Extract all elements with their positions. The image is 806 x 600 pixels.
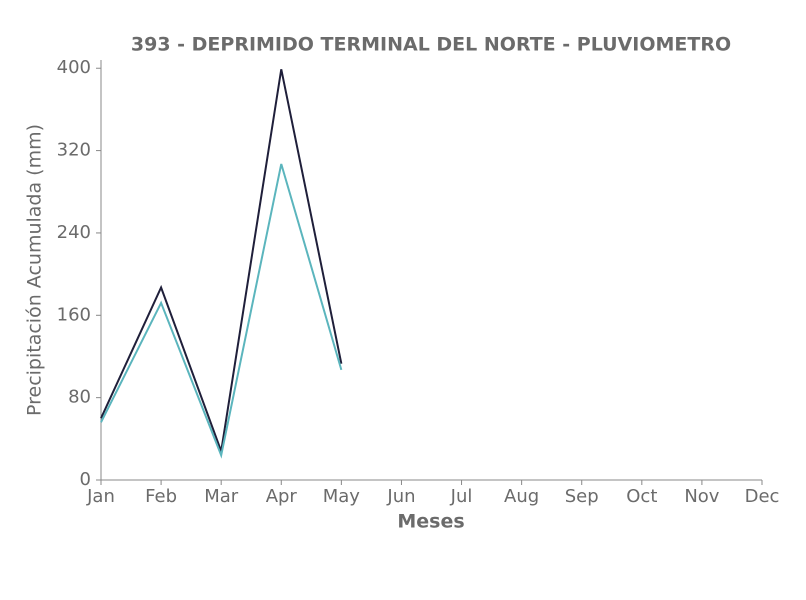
y-tick-label: 240 [57,222,91,243]
y-tick-label: 320 [57,140,91,161]
x-tick-label: Aug [504,486,539,507]
y-axis-label: Precipitación Acumulada (mm) [24,124,46,416]
x-tick-label: Sep [565,486,599,507]
data-line [100,69,343,456]
x-tick-label: Oct [626,486,657,507]
y-tick-label: 80 [68,387,91,408]
x-tick-label: Nov [684,486,719,507]
x-tick-label: Jan [86,486,115,507]
y-tick-label: 400 [57,57,91,78]
x-axis-label: Meses [397,511,464,533]
x-tick-label: Dec [745,486,780,507]
y-tick-label: 160 [57,304,91,325]
x-tick-label: May [323,486,361,507]
data-line [100,163,343,459]
x-tick-label: Mar [204,486,239,507]
x-tick-label: Jul [450,486,473,507]
y-tick-label: 0 [80,469,91,490]
chart-title: 393 - DEPRIMIDO TERMINAL DEL NORTE - PLU… [131,34,731,56]
x-tick-label: Apr [266,486,298,507]
x-tick-label: Jun [386,486,415,507]
x-tick-label: Feb [145,486,177,507]
